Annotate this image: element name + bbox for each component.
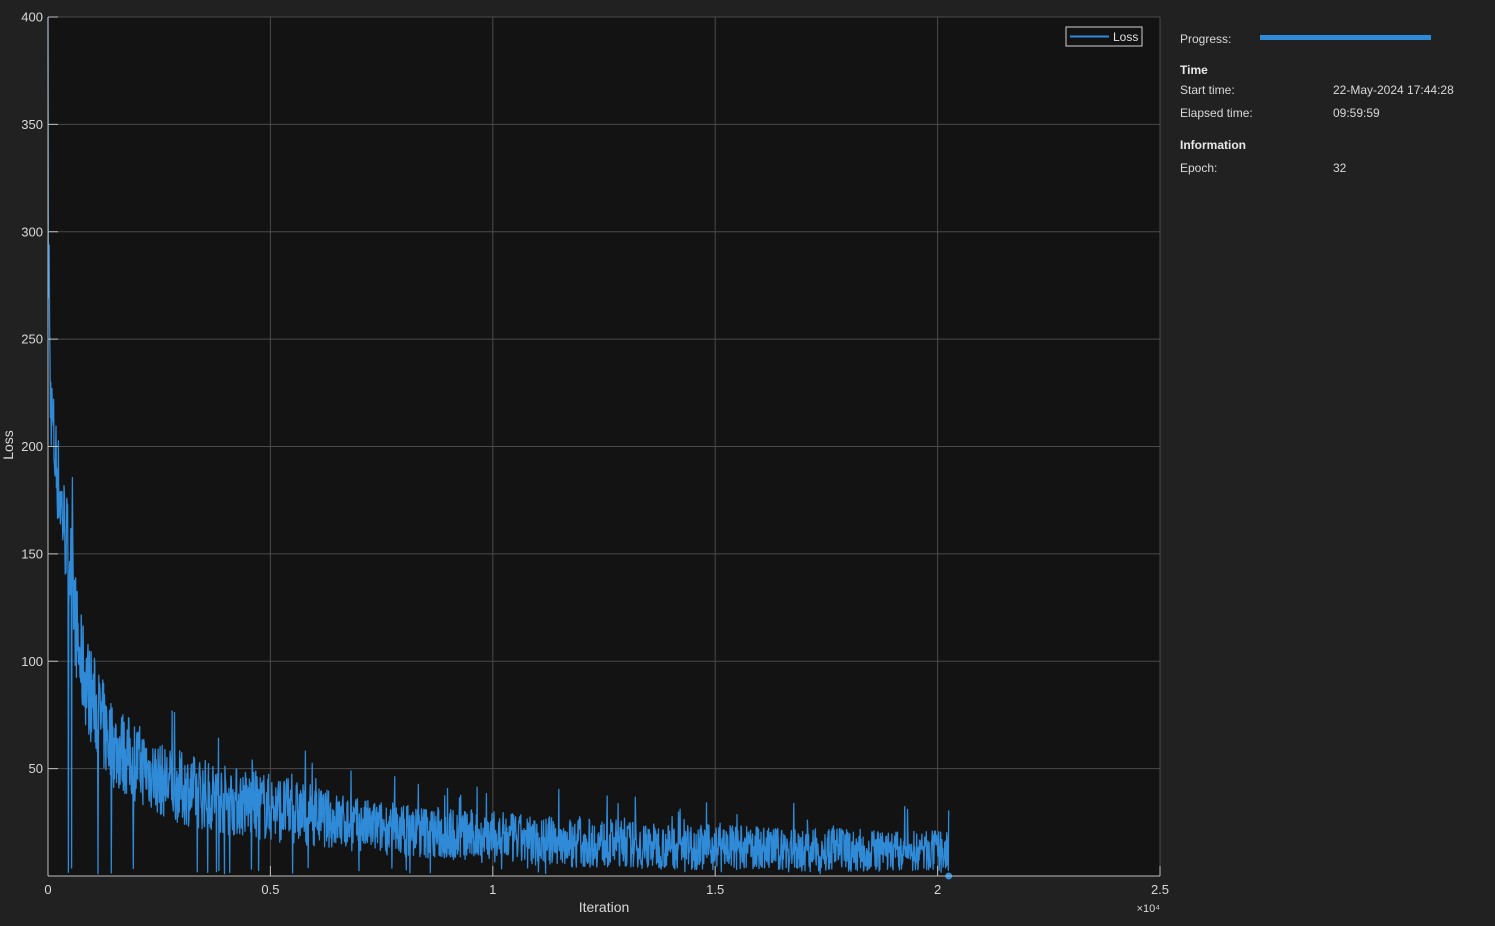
information-heading: Information <box>1180 138 1246 152</box>
y-tick-label: 350 <box>21 117 43 132</box>
legend: Loss <box>1065 26 1143 47</box>
time-heading: Time <box>1180 63 1208 77</box>
x-axis-exponent: ×10⁴ <box>1137 903 1161 915</box>
y-tick-label: 300 <box>21 224 43 239</box>
y-tick-label: 100 <box>21 654 43 669</box>
x-tick-label: 0.5 <box>261 882 279 897</box>
axes: 0 0.5 1 1.5 2 2.5 50 100 150 200 250 300 350 400 <box>21 10 1169 898</box>
epoch-value: 32 <box>1333 161 1347 175</box>
y-tick-label: 50 <box>29 761 43 776</box>
progress-bar <box>1260 35 1431 40</box>
y-tick-label: 150 <box>21 546 43 561</box>
x-axis-label: Iteration <box>579 899 630 915</box>
elapsed-time-label: Elapsed time: <box>1180 106 1253 120</box>
y-tick-label: 250 <box>21 332 43 347</box>
x-tick-label: 0 <box>44 882 51 897</box>
x-tick-label: 2.5 <box>1151 882 1169 897</box>
elapsed-time-value: 09:59:59 <box>1333 106 1380 120</box>
y-tick-label: 200 <box>21 439 43 454</box>
x-tick-label: 1 <box>489 882 496 897</box>
legend-entry-loss: Loss <box>1113 30 1138 44</box>
x-tick-label: 1.5 <box>706 882 724 897</box>
epoch-label: Epoch: <box>1180 161 1218 175</box>
start-time-value: 22-May-2024 17:44:28 <box>1333 83 1454 97</box>
loss-line <box>47 16 950 875</box>
progress-label: Progress: <box>1180 32 1232 46</box>
start-time-label: Start time: <box>1180 83 1235 97</box>
x-tick-label: 2 <box>934 882 941 897</box>
loss-chart: 0 0.5 1 1.5 2 2.5 50 100 150 200 250 300 350 400 Iter… <box>0 10 1169 916</box>
y-tick-label: 400 <box>21 10 43 25</box>
y-axis-label: Loss <box>0 430 16 460</box>
grid-lines <box>47 16 1161 876</box>
